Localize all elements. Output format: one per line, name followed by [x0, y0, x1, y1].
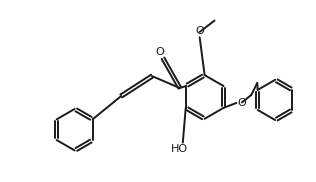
Text: O: O	[237, 98, 246, 108]
Text: HO: HO	[171, 144, 188, 154]
Text: O: O	[195, 26, 204, 36]
Text: O: O	[155, 47, 164, 57]
